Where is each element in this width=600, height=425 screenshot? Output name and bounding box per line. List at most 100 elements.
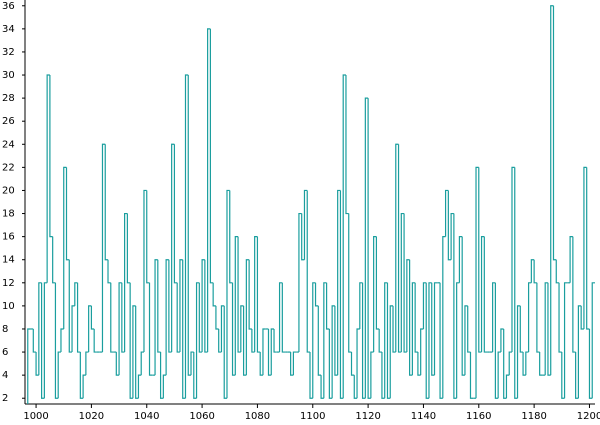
- step-bin: [588, 328, 593, 399]
- step-bin: [530, 259, 535, 283]
- step-bin: [248, 259, 252, 330]
- step-bin: [480, 236, 485, 353]
- step-bin: [195, 282, 200, 399]
- step-bin: [292, 351, 297, 376]
- step-bin: [422, 282, 427, 329]
- y-tick-label: 28: [2, 93, 15, 104]
- step-bin: [121, 282, 125, 353]
- y-tick-label: 22: [2, 162, 15, 173]
- step-bin: [417, 352, 421, 376]
- step-bin: [171, 143, 175, 353]
- step-bin: [409, 259, 413, 376]
- step-bin: [586, 167, 590, 330]
- step-bin: [254, 236, 258, 353]
- step-bin: [143, 189, 147, 353]
- step-bin: [475, 166, 479, 399]
- step-bin: [179, 259, 183, 353]
- step-bin: [110, 282, 114, 353]
- step-bin: [290, 352, 294, 376]
- step-bin: [433, 282, 438, 376]
- step-bin: [389, 305, 394, 399]
- step-bin: [146, 190, 150, 284]
- step-bin: [256, 236, 261, 353]
- step-bin: [386, 282, 391, 399]
- step-bin: [420, 328, 424, 376]
- step-bin: [60, 328, 64, 353]
- step-bin: [406, 259, 410, 353]
- step-bin: [583, 166, 587, 329]
- step-bin: [132, 305, 136, 399]
- step-bin: [303, 189, 308, 260]
- step-bin: [555, 259, 560, 284]
- step-bin: [500, 328, 504, 353]
- step-bin: [118, 282, 122, 376]
- step-bin: [395, 143, 399, 353]
- step-bin: [364, 97, 369, 399]
- step-bin: [43, 282, 48, 399]
- step-bin: [209, 28, 214, 284]
- step-bin: [212, 282, 216, 307]
- step-bin: [527, 282, 532, 353]
- step-bin: [298, 212, 302, 353]
- step-bin: [483, 236, 488, 353]
- step-bin: [511, 166, 515, 353]
- step-bin: [492, 282, 496, 353]
- step-bin: [373, 236, 377, 353]
- step-bin: [107, 259, 111, 284]
- step-bin: [469, 352, 474, 399]
- step-bin: [88, 305, 92, 353]
- step-bin: [533, 259, 537, 284]
- step-bin: [182, 259, 186, 399]
- step-bin: [348, 213, 352, 353]
- y-tick-label: 34: [2, 24, 15, 35]
- step-bin: [339, 190, 344, 399]
- step-bin: [218, 328, 222, 353]
- step-bin: [572, 236, 576, 353]
- step-bin: [539, 352, 543, 376]
- step-bin: [414, 282, 418, 353]
- step-bin: [575, 352, 579, 399]
- step-bin: [306, 190, 310, 353]
- step-bin: [148, 282, 153, 376]
- step-bin: [444, 189, 449, 237]
- x-tick-label: 1100: [300, 411, 325, 422]
- step-bin: [68, 259, 73, 353]
- x-tick-label: 1040: [134, 411, 159, 422]
- step-bin: [326, 282, 330, 330]
- step-bin: [204, 259, 208, 353]
- y-tick-label: 8: [2, 324, 8, 335]
- y-tick-label: 26: [2, 116, 15, 127]
- step-bin: [494, 282, 499, 399]
- step-bin: [63, 166, 67, 329]
- step-bin: [237, 236, 241, 353]
- step-bin: [456, 282, 460, 399]
- step-bin: [187, 75, 192, 376]
- step-bin: [140, 351, 144, 376]
- step-bin: [184, 74, 189, 399]
- step-bin: [157, 259, 161, 353]
- step-bin: [544, 282, 548, 376]
- step-bin: [378, 328, 382, 353]
- step-bin: [93, 328, 97, 353]
- step-bin: [550, 5, 554, 376]
- step-bin: [508, 351, 512, 376]
- step-bin: [129, 282, 133, 399]
- step-bin: [411, 282, 416, 376]
- x-tick-label: 1200: [577, 411, 600, 422]
- step-bin: [226, 189, 230, 399]
- step-bin: [525, 351, 529, 376]
- step-bin: [464, 305, 468, 376]
- step-bin: [450, 212, 454, 260]
- y-tick-label: 10: [2, 301, 15, 312]
- step-bin: [361, 282, 366, 399]
- step-bin: [104, 144, 109, 261]
- step-bin: [428, 282, 432, 399]
- y-tick-label: 32: [2, 47, 15, 58]
- x-tick-label: 1060: [189, 411, 214, 422]
- step-bin: [320, 375, 324, 399]
- step-bin: [201, 259, 205, 353]
- step-bin: [503, 328, 507, 399]
- step-bin: [245, 259, 250, 376]
- step-bin: [392, 305, 396, 353]
- step-bin: [328, 328, 333, 399]
